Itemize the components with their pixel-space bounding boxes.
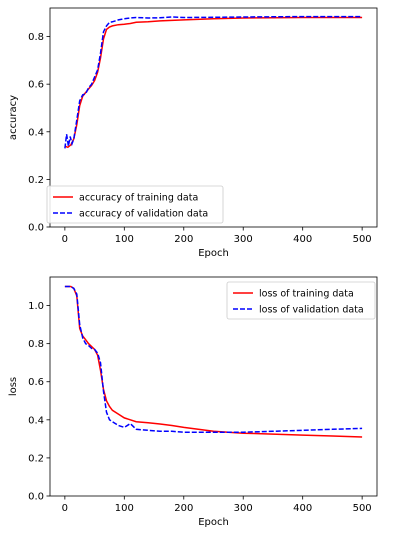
- y-tick-label: 0.4: [28, 415, 44, 426]
- x-tick-label: 300: [234, 503, 253, 514]
- y-axis-label: accuracy: [8, 95, 19, 140]
- x-axis-label: Epoch: [198, 517, 229, 528]
- x-tick-label: 500: [353, 234, 372, 245]
- x-tick-label: 200: [174, 234, 193, 245]
- y-tick-label: 0.8: [28, 32, 44, 43]
- y-tick-label: 0.0: [28, 223, 44, 234]
- y-tick-label: 0.8: [28, 339, 44, 350]
- legend-label: accuracy of training data: [79, 193, 198, 204]
- legend-label: loss of validation data: [259, 305, 364, 316]
- x-tick-label: 0: [62, 503, 68, 514]
- y-tick-label: 1.0: [28, 301, 44, 312]
- y-tick-label: 0.6: [28, 80, 44, 91]
- x-tick-label: 500: [353, 503, 372, 514]
- y-axis-label: loss: [8, 377, 19, 396]
- y-tick-label: 0.4: [28, 127, 44, 138]
- legend-label: accuracy of validation data: [79, 209, 208, 220]
- y-tick-label: 0.0: [28, 492, 44, 503]
- x-tick-label: 200: [174, 503, 193, 514]
- x-tick-label: 400: [293, 503, 312, 514]
- y-tick-label: 0.2: [28, 453, 44, 464]
- x-tick-label: 0: [62, 234, 68, 245]
- legend: accuracy of training data accuracy of val…: [47, 186, 223, 223]
- x-tick-label: 300: [234, 234, 253, 245]
- x-tick-label: 100: [115, 503, 134, 514]
- x-axis-label: Epoch: [198, 248, 229, 259]
- y-tick-label: 0.2: [28, 175, 44, 186]
- x-tick-label: 400: [293, 234, 312, 245]
- y-tick-label: 0.6: [28, 377, 44, 388]
- legend: loss of training data loss of validation …: [227, 282, 375, 319]
- legend-label: loss of training data: [259, 289, 354, 300]
- x-tick-label: 100: [115, 234, 134, 245]
